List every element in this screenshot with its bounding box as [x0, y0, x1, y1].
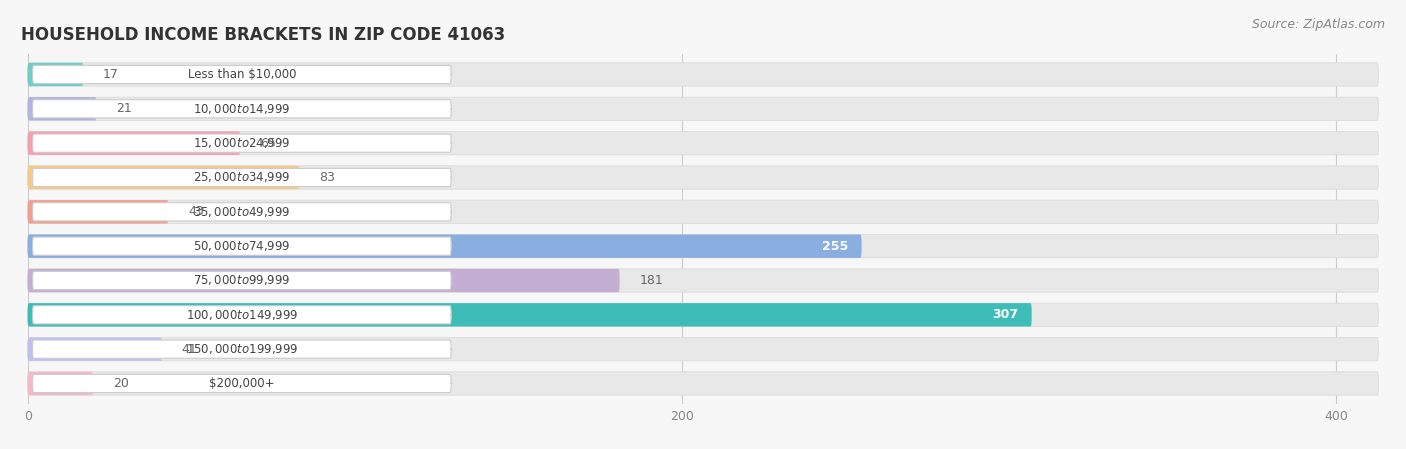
Text: $100,000 to $149,999: $100,000 to $149,999: [186, 308, 298, 322]
Text: $75,000 to $99,999: $75,000 to $99,999: [193, 273, 291, 287]
FancyBboxPatch shape: [28, 372, 93, 395]
FancyBboxPatch shape: [28, 338, 162, 361]
FancyBboxPatch shape: [28, 132, 1378, 155]
FancyBboxPatch shape: [32, 237, 451, 255]
FancyBboxPatch shape: [32, 306, 451, 324]
FancyBboxPatch shape: [32, 100, 451, 118]
FancyBboxPatch shape: [28, 303, 1378, 326]
FancyBboxPatch shape: [28, 132, 240, 155]
Text: 65: 65: [260, 136, 276, 150]
Text: 17: 17: [103, 68, 118, 81]
FancyBboxPatch shape: [28, 372, 1378, 395]
Text: 20: 20: [112, 377, 128, 390]
Text: $150,000 to $199,999: $150,000 to $199,999: [186, 342, 298, 356]
Text: 43: 43: [188, 205, 204, 218]
FancyBboxPatch shape: [28, 63, 83, 86]
Text: $15,000 to $24,999: $15,000 to $24,999: [193, 136, 291, 150]
FancyBboxPatch shape: [28, 166, 299, 189]
FancyBboxPatch shape: [28, 200, 1378, 224]
Text: 21: 21: [115, 102, 132, 115]
Text: $25,000 to $34,999: $25,000 to $34,999: [193, 171, 291, 185]
FancyBboxPatch shape: [28, 303, 1032, 326]
FancyBboxPatch shape: [28, 269, 620, 292]
Text: $35,000 to $49,999: $35,000 to $49,999: [193, 205, 291, 219]
FancyBboxPatch shape: [28, 97, 97, 120]
Text: 83: 83: [319, 171, 335, 184]
FancyBboxPatch shape: [28, 338, 1378, 361]
Text: Source: ZipAtlas.com: Source: ZipAtlas.com: [1251, 18, 1385, 31]
FancyBboxPatch shape: [28, 200, 169, 224]
Text: $50,000 to $74,999: $50,000 to $74,999: [193, 239, 291, 253]
Text: 181: 181: [640, 274, 664, 287]
FancyBboxPatch shape: [28, 63, 1378, 86]
FancyBboxPatch shape: [28, 269, 1378, 292]
FancyBboxPatch shape: [28, 166, 1378, 189]
FancyBboxPatch shape: [32, 271, 451, 290]
FancyBboxPatch shape: [28, 234, 1378, 258]
FancyBboxPatch shape: [28, 97, 1378, 120]
FancyBboxPatch shape: [32, 340, 451, 358]
FancyBboxPatch shape: [32, 374, 451, 392]
Text: Less than $10,000: Less than $10,000: [187, 68, 297, 81]
FancyBboxPatch shape: [32, 202, 451, 221]
FancyBboxPatch shape: [32, 134, 451, 152]
FancyBboxPatch shape: [32, 168, 451, 187]
Text: $10,000 to $14,999: $10,000 to $14,999: [193, 102, 291, 116]
Text: 307: 307: [993, 308, 1018, 321]
Text: 41: 41: [181, 343, 197, 356]
Text: HOUSEHOLD INCOME BRACKETS IN ZIP CODE 41063: HOUSEHOLD INCOME BRACKETS IN ZIP CODE 41…: [21, 26, 505, 44]
FancyBboxPatch shape: [28, 234, 862, 258]
Text: $200,000+: $200,000+: [209, 377, 274, 390]
Text: 255: 255: [823, 240, 849, 253]
FancyBboxPatch shape: [32, 66, 451, 84]
